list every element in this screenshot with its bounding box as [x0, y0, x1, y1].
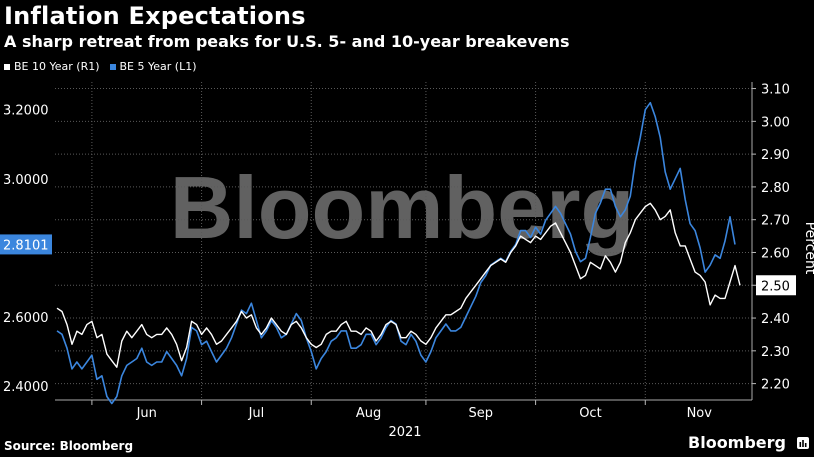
right-axis-tick-label: 2.90	[761, 148, 790, 163]
right-axis-tick-label: 2.70	[761, 214, 790, 229]
legend-swatch-be10	[4, 63, 10, 70]
x-axis-tick-label: Jun	[136, 406, 157, 421]
bar-chart-icon	[797, 437, 809, 449]
x-axis-tick-label: Sep	[469, 406, 494, 421]
x-axis-year-label: 2021	[388, 425, 421, 440]
legend-item-be5: BE 5 Year (L1)	[109, 60, 197, 73]
legend-item-be10: BE 10 Year (R1)	[4, 60, 100, 73]
right-axis-tick-label: 2.20	[761, 378, 790, 393]
left-axis-tick-label: 2.4000	[3, 380, 49, 395]
right-axis-tick-label: 3.10	[761, 83, 790, 98]
brand-logo-text: Bloomberg	[688, 433, 786, 452]
right-axis-tick-label: 2.60	[761, 246, 790, 261]
right-axis-title: Percent	[802, 222, 814, 275]
left-axis-tick-label: 2.6000	[3, 311, 49, 326]
left-axis-tick-label: 3.0000	[3, 173, 49, 188]
right-axis-tick-label: 3.00	[761, 115, 790, 130]
last-value-badge-be5	[0, 234, 52, 255]
legend-swatch-be5	[109, 63, 116, 70]
last-value-label-be5: 2.8101	[3, 238, 49, 253]
legend: BE 10 Year (R1) BE 5 Year (L1)	[4, 60, 206, 73]
source-note: Source: Bloomberg	[4, 439, 134, 453]
legend-label-be5: BE 5 Year (L1)	[119, 60, 197, 73]
legend-label-be10: BE 10 Year (R1)	[14, 60, 100, 73]
series-line-be10	[56, 202, 741, 368]
chart-subtitle: A sharp retreat from peaks for U.S. 5- a…	[4, 32, 570, 51]
last-value-badge-be10	[756, 275, 796, 296]
x-axis-tick-label: Jul	[248, 406, 265, 421]
right-axis-tick-label: 2.30	[761, 345, 790, 360]
right-axis-tick-label: 2.80	[761, 181, 790, 196]
right-axis-tick-label: 2.40	[761, 312, 790, 327]
x-axis-tick-label: Oct	[579, 406, 601, 421]
last-value-label-be10: 2.50	[761, 279, 790, 294]
x-axis-tick-label: Nov	[687, 406, 713, 421]
left-axis-tick-label: 3.2000	[3, 104, 49, 119]
chart-title: Inflation Expectations	[4, 2, 306, 30]
x-axis-tick-label: Aug	[356, 406, 381, 421]
